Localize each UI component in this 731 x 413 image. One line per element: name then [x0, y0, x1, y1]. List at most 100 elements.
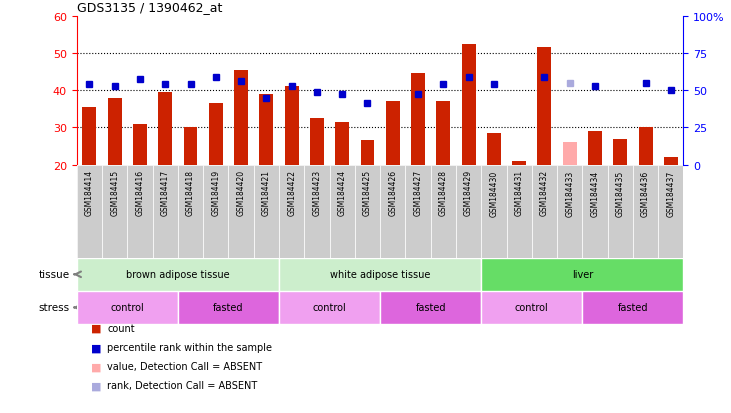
Text: tissue: tissue — [38, 270, 69, 280]
Text: ■: ■ — [91, 323, 102, 333]
Bar — [462, 45, 476, 165]
Bar — [284, 87, 298, 165]
Text: GSM184429: GSM184429 — [464, 170, 473, 216]
FancyBboxPatch shape — [481, 165, 507, 258]
Text: GSM184436: GSM184436 — [641, 170, 650, 216]
FancyBboxPatch shape — [228, 165, 254, 258]
FancyBboxPatch shape — [77, 291, 178, 324]
FancyBboxPatch shape — [153, 165, 178, 258]
Text: fasted: fasted — [618, 303, 648, 313]
Bar — [411, 74, 425, 165]
Bar — [234, 71, 248, 165]
Text: value, Detection Call = ABSENT: value, Detection Call = ABSENT — [107, 361, 262, 371]
Bar — [83, 108, 96, 165]
Bar — [360, 141, 374, 165]
Text: fasted: fasted — [415, 303, 446, 313]
Text: GSM184419: GSM184419 — [211, 170, 220, 216]
Bar — [209, 104, 223, 165]
Text: ■: ■ — [91, 361, 102, 371]
FancyBboxPatch shape — [658, 165, 683, 258]
FancyBboxPatch shape — [633, 165, 658, 258]
Bar — [613, 139, 627, 165]
Text: control: control — [313, 303, 346, 313]
Text: GSM184421: GSM184421 — [262, 170, 271, 216]
FancyBboxPatch shape — [77, 258, 279, 291]
Bar — [386, 102, 400, 165]
FancyBboxPatch shape — [532, 165, 557, 258]
Bar — [512, 161, 526, 165]
Text: GSM184427: GSM184427 — [414, 170, 423, 216]
Text: GSM184425: GSM184425 — [363, 170, 372, 216]
Text: rank, Detection Call = ABSENT: rank, Detection Call = ABSENT — [107, 380, 258, 390]
Text: stress: stress — [38, 303, 69, 313]
Text: count: count — [107, 323, 135, 333]
FancyBboxPatch shape — [304, 165, 330, 258]
FancyBboxPatch shape — [607, 165, 633, 258]
Bar — [336, 123, 349, 165]
Text: brown adipose tissue: brown adipose tissue — [126, 270, 230, 280]
Bar — [563, 143, 577, 165]
Text: GSM184415: GSM184415 — [110, 170, 119, 216]
FancyBboxPatch shape — [406, 165, 431, 258]
Text: GSM184433: GSM184433 — [565, 170, 575, 216]
Text: GSM184431: GSM184431 — [515, 170, 523, 216]
FancyBboxPatch shape — [481, 258, 683, 291]
Bar — [537, 48, 551, 165]
FancyBboxPatch shape — [380, 165, 406, 258]
Bar — [588, 132, 602, 165]
FancyBboxPatch shape — [583, 165, 607, 258]
Text: control: control — [515, 303, 549, 313]
Bar — [487, 134, 501, 165]
Bar — [159, 93, 173, 165]
Text: control: control — [110, 303, 144, 313]
Text: GSM184414: GSM184414 — [85, 170, 94, 216]
FancyBboxPatch shape — [279, 165, 304, 258]
Text: GSM184426: GSM184426 — [388, 170, 397, 216]
Bar — [436, 102, 450, 165]
Text: GSM184422: GSM184422 — [287, 170, 296, 216]
Bar — [107, 98, 121, 165]
FancyBboxPatch shape — [507, 165, 532, 258]
Text: fasted: fasted — [213, 303, 243, 313]
Text: percentile rank within the sample: percentile rank within the sample — [107, 342, 273, 352]
Text: GSM184430: GSM184430 — [489, 170, 499, 216]
Text: liver: liver — [572, 270, 593, 280]
Bar — [260, 95, 273, 165]
Text: GDS3135 / 1390462_at: GDS3135 / 1390462_at — [77, 1, 222, 14]
Bar — [133, 124, 147, 165]
Text: GSM184420: GSM184420 — [237, 170, 246, 216]
Bar — [664, 158, 678, 165]
FancyBboxPatch shape — [330, 165, 355, 258]
FancyBboxPatch shape — [380, 291, 481, 324]
FancyBboxPatch shape — [102, 165, 127, 258]
Bar — [310, 119, 324, 165]
Text: GSM184432: GSM184432 — [540, 170, 549, 216]
FancyBboxPatch shape — [77, 165, 102, 258]
FancyBboxPatch shape — [279, 258, 481, 291]
Text: GSM184418: GSM184418 — [186, 170, 195, 216]
Text: GSM184435: GSM184435 — [616, 170, 625, 216]
FancyBboxPatch shape — [203, 165, 228, 258]
Text: GSM184417: GSM184417 — [161, 170, 170, 216]
Text: GSM184423: GSM184423 — [312, 170, 322, 216]
FancyBboxPatch shape — [557, 165, 583, 258]
FancyBboxPatch shape — [254, 165, 279, 258]
Text: GSM184428: GSM184428 — [439, 170, 448, 216]
FancyBboxPatch shape — [456, 165, 481, 258]
Text: GSM184437: GSM184437 — [667, 170, 675, 216]
Text: GSM184424: GSM184424 — [338, 170, 346, 216]
FancyBboxPatch shape — [355, 165, 380, 258]
FancyBboxPatch shape — [481, 291, 583, 324]
Text: GSM184434: GSM184434 — [591, 170, 599, 216]
Text: ■: ■ — [91, 380, 102, 390]
Text: GSM184416: GSM184416 — [135, 170, 145, 216]
FancyBboxPatch shape — [178, 165, 203, 258]
FancyBboxPatch shape — [178, 291, 279, 324]
Bar — [639, 128, 653, 165]
Text: ■: ■ — [91, 342, 102, 352]
FancyBboxPatch shape — [431, 165, 456, 258]
Bar — [183, 128, 197, 165]
FancyBboxPatch shape — [127, 165, 153, 258]
Text: white adipose tissue: white adipose tissue — [330, 270, 431, 280]
FancyBboxPatch shape — [583, 291, 683, 324]
